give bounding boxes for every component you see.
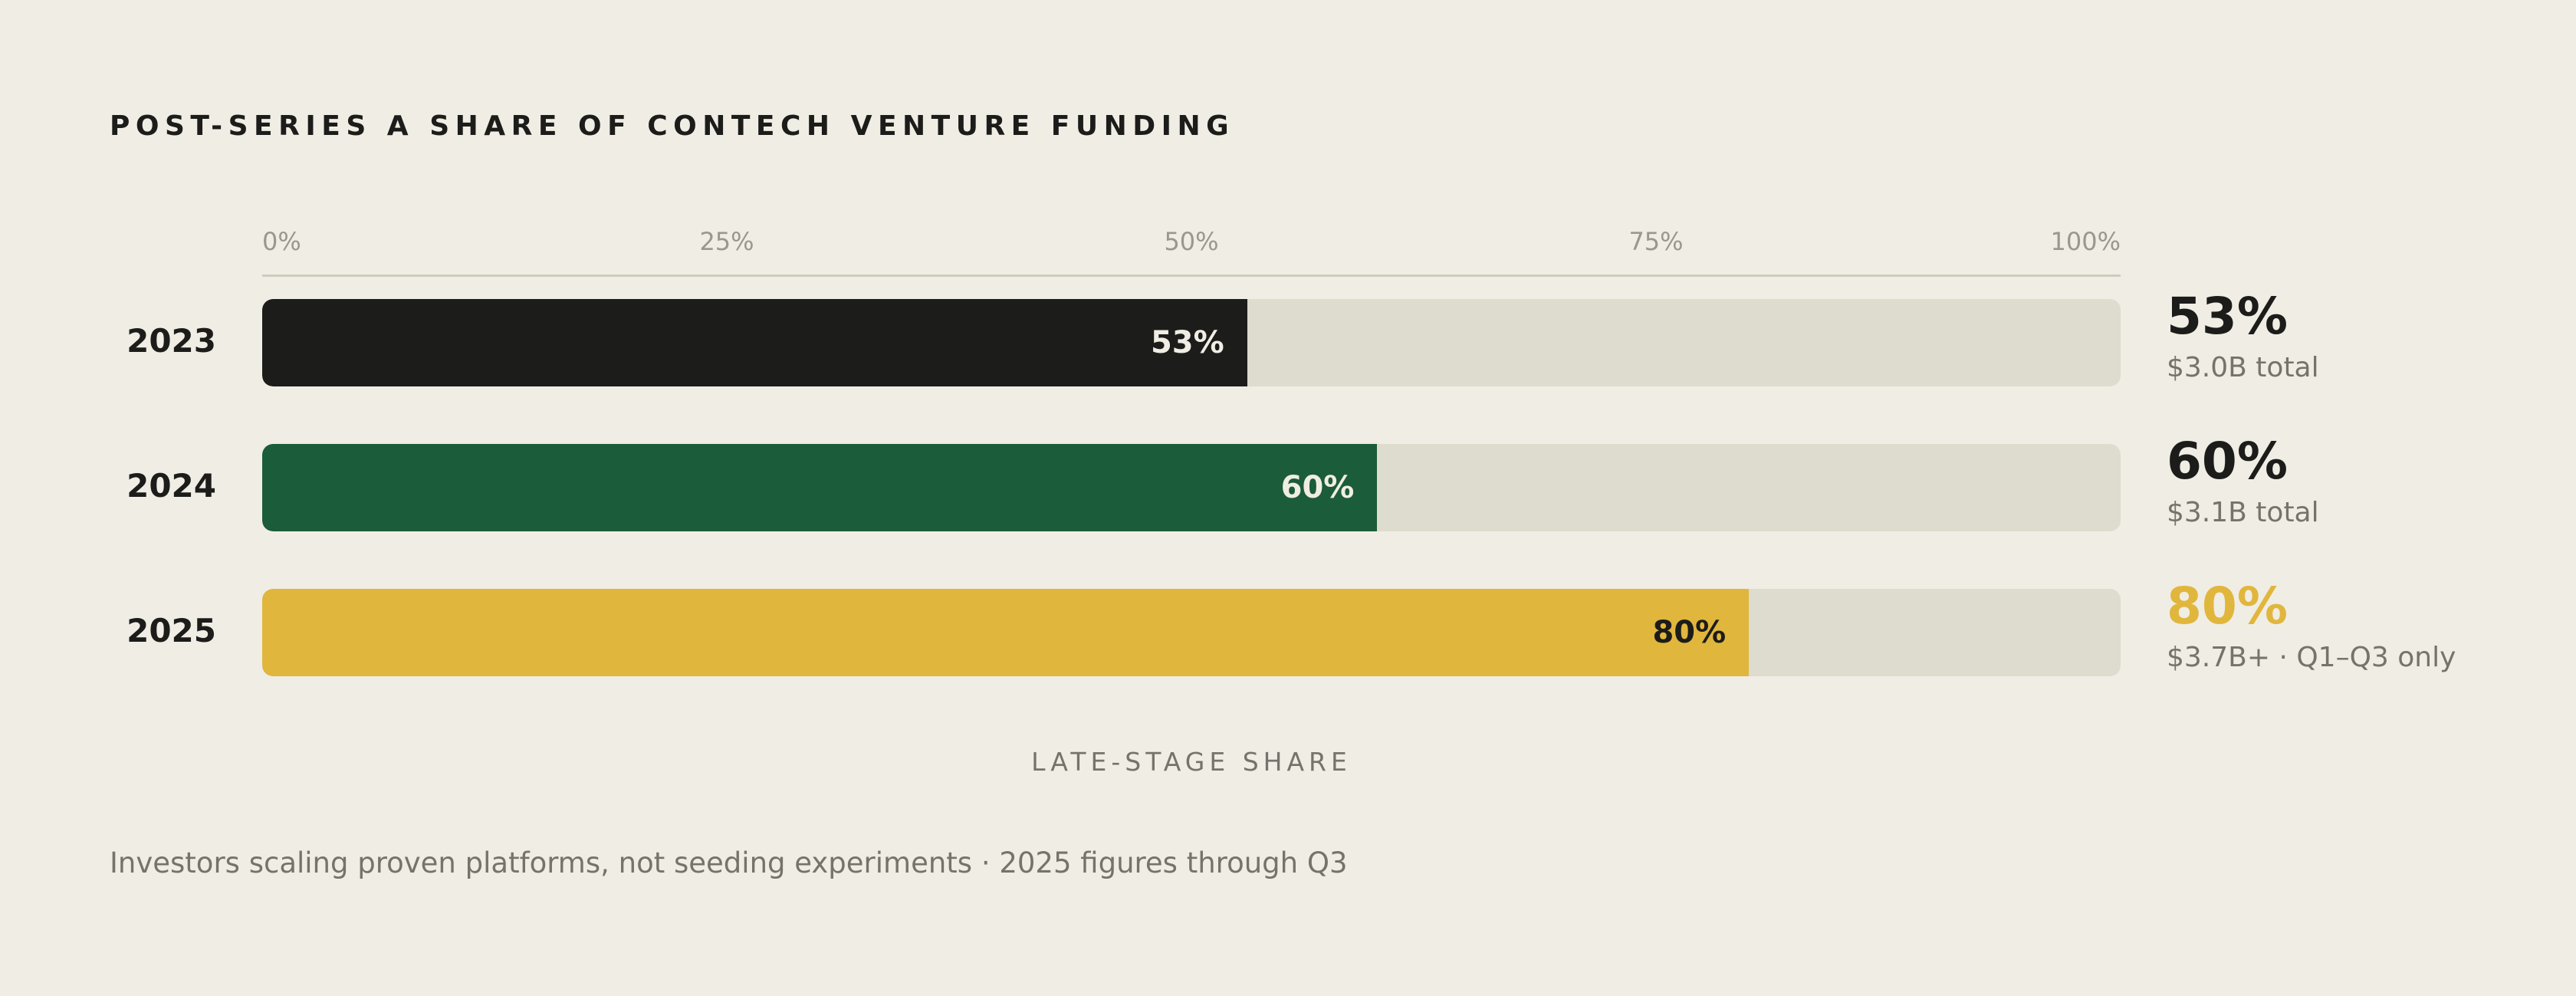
- bar-track: 60%: [262, 444, 2121, 531]
- bar-track: 53%: [262, 299, 2121, 386]
- category-label: 2025: [127, 612, 216, 649]
- side-total: $3.0B total: [2167, 352, 2319, 383]
- side-percent: 53%: [2167, 287, 2288, 346]
- bar-value-label: 60%: [1280, 470, 1355, 505]
- bar: 80%: [262, 589, 1750, 676]
- x-axis-label: LATE-STAGE SHARE: [1031, 747, 1352, 777]
- x-tick-label: 25%: [699, 227, 754, 256]
- bar: 53%: [262, 299, 1247, 386]
- footnote: Investors scaling proven platforms, not …: [110, 846, 1348, 879]
- bar-value-label: 53%: [1150, 325, 1224, 360]
- bar-value-label: 80%: [1652, 615, 1727, 650]
- x-tick-label: 0%: [262, 227, 301, 256]
- side-total: $3.1B total: [2167, 497, 2319, 528]
- x-tick-label: 50%: [1164, 227, 1219, 256]
- side-total: $3.7B+ · Q1–Q3 only: [2167, 642, 2456, 673]
- x-tick-label: 75%: [1628, 227, 1684, 256]
- chart-title: POST-SERIES A SHARE OF CONTECH VENTURE F…: [110, 110, 1235, 142]
- bar: 60%: [262, 444, 1378, 531]
- x-tick-label: 100%: [2050, 227, 2121, 256]
- category-label: 2023: [127, 322, 216, 360]
- side-percent: 60%: [2167, 432, 2288, 491]
- side-percent: 80%: [2167, 577, 2288, 636]
- bar-track: 80%: [262, 589, 2121, 676]
- x-axis-line: [262, 274, 2121, 277]
- category-label: 2024: [127, 467, 216, 505]
